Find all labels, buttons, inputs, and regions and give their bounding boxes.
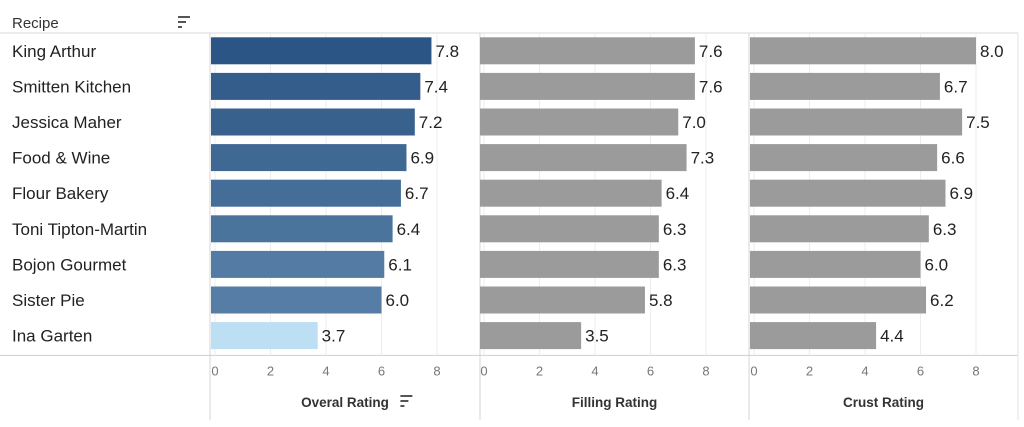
- bar: [750, 179, 946, 207]
- bar: [750, 215, 929, 243]
- x-tick-label: 4: [322, 363, 329, 378]
- bar-value-label: 3.7: [322, 327, 346, 346]
- x-tick-label: 8: [702, 363, 709, 378]
- bar-value-label: 7.5: [966, 113, 990, 132]
- bar-value-label: 6.4: [397, 220, 421, 239]
- category-label: Flour Bakery: [12, 184, 109, 203]
- x-tick-label: 8: [972, 363, 979, 378]
- category-label: Toni Tipton-Martin: [12, 220, 147, 239]
- recipe-sort-icon[interactable]: [178, 16, 190, 28]
- sort-icon[interactable]: [400, 395, 413, 407]
- bar-value-label: 7.0: [682, 113, 706, 132]
- bar-value-label: 6.3: [663, 220, 687, 239]
- bar-value-label: 4.4: [880, 327, 904, 346]
- category-label: Smitten Kitchen: [12, 77, 131, 96]
- bar-value-label: 7.2: [419, 113, 443, 132]
- bar: [211, 250, 385, 278]
- bar: [480, 37, 695, 65]
- bar: [211, 72, 421, 100]
- bar-value-label: 8.0: [980, 42, 1004, 61]
- recipe-header-label: Recipe: [12, 15, 59, 32]
- bar: [480, 322, 582, 350]
- bar: [480, 72, 695, 100]
- panel-filling-rating: 7.6 7.6 7.0 7.36.4 6.3 6.3 5.8 3.5 0 2 4 6 8 Filling …: [480, 33, 723, 410]
- bar: [750, 250, 921, 278]
- x-tick-label: 6: [647, 363, 654, 378]
- bar-value-label: 7.6: [699, 77, 723, 96]
- bar: [750, 144, 938, 172]
- x-tick-label: 4: [861, 363, 868, 378]
- bar-value-label: 6.4: [666, 184, 690, 203]
- bar: [211, 322, 318, 350]
- bar: [480, 108, 679, 136]
- x-tick-label: 6: [378, 363, 385, 378]
- bar-value-label: 7.4: [424, 77, 448, 96]
- bar: [480, 179, 662, 207]
- sort-icon-bar: [400, 395, 413, 397]
- bar-value-label: 5.8: [649, 291, 673, 310]
- bar: [750, 322, 877, 350]
- category-label: Food & Wine: [12, 149, 110, 168]
- bar: [750, 37, 976, 65]
- bar: [750, 72, 940, 100]
- category-label: Jessica Maher: [12, 113, 122, 132]
- x-tick-label: 0: [750, 363, 757, 378]
- bar-value-label: 6.3: [933, 220, 957, 239]
- sort-icon-bar: [400, 405, 405, 407]
- category-label: Sister Pie: [12, 291, 85, 310]
- x-tick-label: 6: [917, 363, 924, 378]
- x-tick-label: 2: [536, 363, 543, 378]
- bar: [211, 37, 432, 65]
- bar: [211, 215, 393, 243]
- panel-overal-rating: 7.8 7.4 7.2 6.9 6.7 6.4 6.1 6.0 3.7 0 2 4 6 8 Overal R…: [211, 33, 459, 410]
- bar: [750, 108, 963, 136]
- bar-value-label: 6.6: [941, 149, 965, 168]
- bar: [480, 144, 687, 172]
- bar-value-label: 6.1: [388, 255, 412, 274]
- bar-value-label: 6.7: [944, 77, 968, 96]
- x-tick-label: 0: [211, 363, 218, 378]
- bar: [211, 144, 407, 172]
- category-label: Bojon Gourmet: [12, 255, 127, 274]
- bar-value-label: 6.0: [925, 255, 949, 274]
- bar: [750, 286, 927, 314]
- sort-icon-bar: [400, 400, 409, 402]
- bar-value-label: 7.6: [699, 42, 723, 61]
- bar-value-label: 6.9: [949, 184, 973, 203]
- bar-value-label: 6.7: [405, 184, 429, 203]
- category-label: King Arthur: [12, 42, 96, 61]
- bar: [211, 179, 401, 207]
- bar-value-label: 6.3: [663, 255, 687, 274]
- bar-value-label: 3.5: [585, 327, 609, 346]
- x-tick-label: 2: [806, 363, 813, 378]
- bar-value-label: 6.0: [386, 291, 410, 310]
- bar: [480, 215, 659, 243]
- chart-body: King Arthur Smitten Kitchen Jessica Maher F…: [0, 32, 1019, 420]
- bar: [480, 250, 659, 278]
- bar-value-label: 6.2: [930, 291, 954, 310]
- bar: [480, 286, 645, 314]
- x-axis-title: Filling Rating: [572, 395, 658, 410]
- bar: [211, 286, 382, 314]
- bar-value-label: 7.3: [691, 149, 715, 168]
- x-tick-label: 4: [591, 363, 598, 378]
- category-label: Ina Garten: [12, 327, 92, 346]
- x-tick-label: 2: [267, 363, 274, 378]
- x-axis-title: Crust Rating: [843, 395, 924, 410]
- x-tick-label: 0: [480, 363, 487, 378]
- bar: [211, 108, 415, 136]
- bar-value-label: 6.9: [410, 149, 434, 168]
- bar-value-label: 7.8: [435, 42, 459, 61]
- x-axis-title: Overal Rating: [301, 395, 389, 410]
- x-tick-label: 8: [433, 363, 440, 378]
- panel-crust-rating: 8.0 6.7 7.56.6 6.9 6.3 6.0 6.2 4.4 0 2 4 6 8 Crust Ra…: [750, 33, 1004, 410]
